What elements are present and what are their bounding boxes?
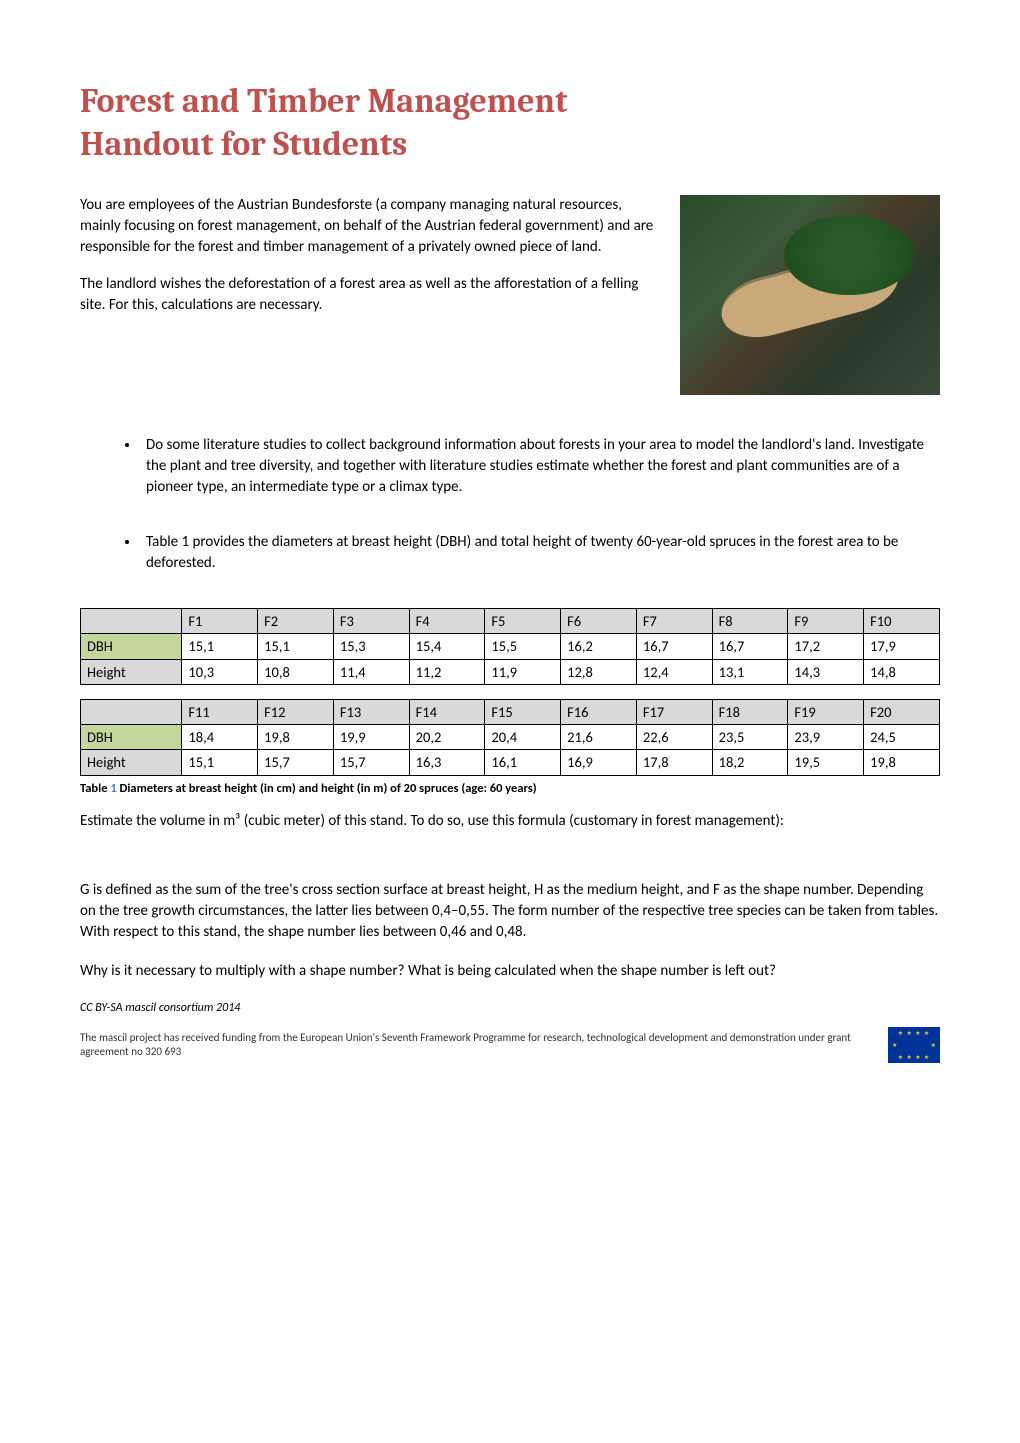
table1-dbh-label: DBH: [81, 634, 182, 659]
table2-height-label: Height: [81, 750, 182, 775]
table2-h-16: 16,9: [561, 750, 637, 775]
timber-photo: [680, 195, 940, 395]
table2-h-20: 19,8: [864, 750, 940, 775]
table2-h-19: 19,5: [788, 750, 864, 775]
table1-col-F3: F3: [333, 609, 409, 634]
table2-col-F17: F17: [636, 699, 712, 724]
table2-dbh-label: DBH: [81, 725, 182, 750]
why-paragraph: Why is it necessary to multiply with a s…: [80, 961, 940, 982]
intro-paragraph-1: You are employees of the Austrian Bundes…: [80, 195, 660, 258]
table1-dbh-8: 16,7: [712, 634, 788, 659]
table1-height-row: Height 10,3 10,8 11,4 11,2 11,9 12,8 12,…: [81, 659, 940, 684]
bullet-table1: Table 1 provides the diameters at breast…: [140, 532, 940, 574]
title-text: Forest and Timber ManagementHandout for …: [80, 81, 568, 164]
table2-col-F19: F19: [788, 699, 864, 724]
table1-h-7: 12,4: [636, 659, 712, 684]
table2-col-F14: F14: [409, 699, 485, 724]
table1-dbh-5: 15,5: [485, 634, 561, 659]
table1-dbh-9: 17,2: [788, 634, 864, 659]
formula-placeholder: [80, 850, 940, 880]
table1-col-F8: F8: [712, 609, 788, 634]
g-definition-paragraph: G is defined as the sum of the tree's cr…: [80, 880, 940, 943]
table2-h-17: 17,8: [636, 750, 712, 775]
table1-dbh-1: 15,1: [182, 634, 258, 659]
table2-height-row: Height 15,1 15,7 15,7 16,3 16,1 16,9 17,…: [81, 750, 940, 775]
table2-dbh-11: 18,4: [182, 725, 258, 750]
table2-h-13: 15,7: [333, 750, 409, 775]
table1-corner: [81, 609, 182, 634]
table2-dbh-17: 22,6: [636, 725, 712, 750]
table2-h-12: 15,7: [258, 750, 334, 775]
table2-dbh-18: 23,5: [712, 725, 788, 750]
table2-col-F12: F12: [258, 699, 334, 724]
caption-prefix: Table: [80, 781, 110, 796]
table1-header-row: F1 F2 F3 F4 F5 F6 F7 F8 F9 F10: [81, 609, 940, 634]
document-title: Forest and Timber ManagementHandout for …: [80, 80, 940, 165]
table1-h-4: 11,2: [409, 659, 485, 684]
table2-h-11: 15,1: [182, 750, 258, 775]
table-caption: Table 1 Diameters at breast height (in c…: [80, 780, 940, 798]
data-table-2: F11 F12 F13 F14 F15 F16 F17 F18 F19 F20 …: [80, 699, 940, 776]
table1-col-F9: F9: [788, 609, 864, 634]
table2-corner: [81, 699, 182, 724]
table1-height-label: Height: [81, 659, 182, 684]
bullet-list: Do some literature studies to collect ba…: [80, 435, 940, 574]
table1-dbh-4: 15,4: [409, 634, 485, 659]
license-text: CC BY-SA mascil consortium 2014: [80, 1000, 940, 1017]
table2-col-F13: F13: [333, 699, 409, 724]
table1-dbh-7: 16,7: [636, 634, 712, 659]
footer-row: The mascil project has received funding …: [80, 1027, 940, 1063]
intro-row: You are employees of the Austrian Bundes…: [80, 195, 940, 395]
caption-rest: Diameters at breast height (in cm) and h…: [117, 781, 537, 796]
table2-dbh-20: 24,5: [864, 725, 940, 750]
table2-col-F15: F15: [485, 699, 561, 724]
table1-col-F7: F7: [636, 609, 712, 634]
table1-col-F10: F10: [864, 609, 940, 634]
intro-paragraph-2: The landlord wishes the deforestation of…: [80, 274, 660, 316]
table1-col-F5: F5: [485, 609, 561, 634]
table2-col-F20: F20: [864, 699, 940, 724]
table2-col-F16: F16: [561, 699, 637, 724]
table2-col-F18: F18: [712, 699, 788, 724]
table2-h-15: 16,1: [485, 750, 561, 775]
table1-h-1: 10,3: [182, 659, 258, 684]
eu-flag-icon: ★★: [888, 1027, 940, 1063]
table2-h-14: 16,3: [409, 750, 485, 775]
table2-dbh-row: DBH 18,4 19,8 19,9 20,2 20,4 21,6 22,6 2…: [81, 725, 940, 750]
table1-h-3: 11,4: [333, 659, 409, 684]
table1-dbh-10: 17,9: [864, 634, 940, 659]
table1-h-10: 14,8: [864, 659, 940, 684]
table1-h-5: 11,9: [485, 659, 561, 684]
table1-col-F1: F1: [182, 609, 258, 634]
eu-stars-mid: ★★: [888, 1041, 940, 1049]
table1-dbh-2: 15,1: [258, 634, 334, 659]
table2-dbh-16: 21,6: [561, 725, 637, 750]
table2-col-F11: F11: [182, 699, 258, 724]
table2-dbh-15: 20,4: [485, 725, 561, 750]
table1-h-6: 12,8: [561, 659, 637, 684]
table1-h-2: 10,8: [258, 659, 334, 684]
table1-h-8: 13,1: [712, 659, 788, 684]
table2-h-18: 18,2: [712, 750, 788, 775]
table2-dbh-13: 19,9: [333, 725, 409, 750]
intro-text-block: You are employees of the Austrian Bundes…: [80, 195, 660, 395]
table2-header-row: F11 F12 F13 F14 F15 F16 F17 F18 F19 F20: [81, 699, 940, 724]
table1-col-F2: F2: [258, 609, 334, 634]
table1-dbh-6: 16,2: [561, 634, 637, 659]
table1-col-F6: F6: [561, 609, 637, 634]
data-table-1: F1 F2 F3 F4 F5 F6 F7 F8 F9 F10 DBH 15,1 …: [80, 608, 940, 685]
table2-dbh-19: 23,9: [788, 725, 864, 750]
table1-dbh-3: 15,3: [333, 634, 409, 659]
bullet-literature: Do some literature studies to collect ba…: [140, 435, 940, 498]
table1-dbh-row: DBH 15,1 15,1 15,3 15,4 15,5 16,2 16,7 1…: [81, 634, 940, 659]
table2-dbh-14: 20,2: [409, 725, 485, 750]
table1-h-9: 14,3: [788, 659, 864, 684]
table2-dbh-12: 19,8: [258, 725, 334, 750]
funding-text: The mascil project has received funding …: [80, 1031, 874, 1060]
estimate-paragraph: Estimate the volume in m³ (cubic meter) …: [80, 811, 940, 832]
table1-col-F4: F4: [409, 609, 485, 634]
